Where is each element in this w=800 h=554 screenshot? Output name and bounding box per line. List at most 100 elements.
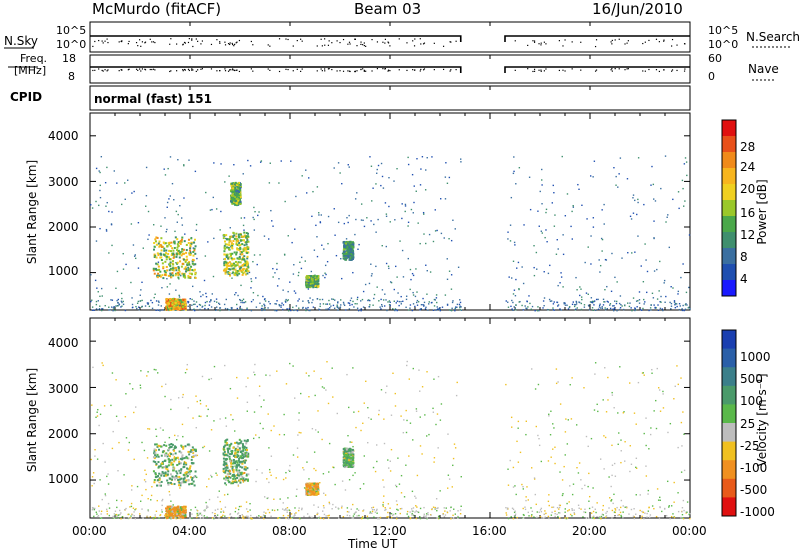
echo-region-cell [167, 483, 170, 486]
echo-dot [300, 392, 302, 395]
echo-dot [166, 201, 169, 204]
echo-region-cell [175, 269, 178, 272]
ground-scatter-dot [552, 303, 555, 305]
ground-scatter-dot [95, 308, 98, 310]
ground-scatter-dot [581, 298, 583, 301]
echo-dot [107, 502, 110, 505]
echo-dot [324, 264, 327, 267]
ground-scatter-dot [541, 516, 543, 519]
ground-scatter-dot [319, 305, 321, 308]
nave-dot [389, 70, 391, 72]
echo-region-cell [238, 202, 241, 205]
echo-dot [260, 307, 263, 310]
echo-dot [405, 464, 407, 466]
echo-dot [172, 504, 174, 506]
echo-region-cell [170, 453, 173, 456]
echo-region-cell [310, 275, 313, 278]
echo-region-cell [225, 261, 228, 264]
echo-dot [170, 500, 172, 502]
echo-dot [383, 486, 385, 488]
echo-region-cell [230, 200, 233, 203]
echo-dot [656, 268, 658, 271]
nave-dot [671, 70, 673, 72]
echo-region-cell [172, 269, 175, 272]
echo-region-cell [193, 484, 196, 487]
echo-dot [198, 415, 200, 417]
echo-dot [106, 475, 108, 478]
echo-region-cell [169, 303, 172, 306]
echo-dot [539, 190, 541, 193]
echo-region-cell [155, 476, 158, 479]
ground-scatter-dot [416, 299, 419, 302]
echo-dot [313, 467, 315, 470]
echo-dot [647, 493, 649, 495]
echo-dot [196, 516, 198, 519]
echo-region-cell [176, 299, 179, 302]
ground-scatter-dot [150, 299, 152, 302]
nsearch-dot [287, 38, 289, 41]
ground-scatter-dot [372, 506, 375, 509]
nsearch-dot [118, 41, 120, 43]
echo-region-cell [154, 472, 157, 475]
echo-region-cell [183, 258, 186, 261]
echo-region-cell [234, 186, 237, 189]
nsearch-dot [121, 40, 123, 42]
echo-dot [356, 296, 359, 299]
echo-region-cell [190, 449, 193, 452]
echo-dot [555, 368, 558, 370]
echo-dot [359, 487, 362, 490]
echo-dot [394, 309, 396, 312]
echo-dot [267, 413, 269, 415]
ground-scatter-dot [354, 512, 356, 514]
ground-scatter-dot [593, 300, 596, 302]
nsearch-dot [233, 45, 235, 47]
ground-scatter-dot [630, 307, 632, 309]
echo-dot [287, 514, 289, 517]
echo-region-cell [246, 245, 249, 248]
echo-dot [573, 509, 575, 511]
echo-dot [143, 449, 146, 452]
echo-region-cell [167, 470, 170, 473]
echo-region-cell [232, 271, 235, 274]
ground-scatter-dot [205, 507, 208, 509]
ground-scatter-dot [228, 309, 231, 311]
echo-region-cell [155, 243, 158, 246]
echo-dot [246, 410, 249, 412]
echo-dot [171, 182, 174, 185]
ground-scatter-dot [336, 305, 338, 308]
nsearch-dot [231, 42, 233, 45]
echo-dot [308, 478, 310, 480]
echo-dot [517, 427, 519, 429]
echo-region-cell [159, 256, 162, 259]
ground-scatter-dot [267, 307, 269, 309]
echo-region-cell [156, 453, 159, 456]
echo-dot [99, 479, 101, 481]
echo-region-cell [178, 268, 181, 271]
echo-dot [380, 162, 383, 165]
echo-dot [161, 504, 163, 507]
ground-scatter-dot [378, 300, 380, 302]
ground-scatter-dot [113, 513, 116, 515]
nave-dot [227, 70, 230, 72]
ground-scatter-dot [320, 517, 322, 519]
echo-region-cell [312, 286, 315, 289]
echo-dot [651, 292, 654, 295]
echo-dot [92, 472, 95, 474]
ground-scatter-dot [533, 516, 535, 518]
echo-dot [284, 300, 287, 302]
echo-region-cell [242, 267, 245, 270]
nsearch-dot [301, 40, 303, 42]
echo-dot [683, 163, 686, 165]
echo-dot [611, 391, 613, 394]
ground-scatter-dot [400, 300, 402, 303]
echo-dot [641, 515, 643, 518]
nave-dot [94, 69, 96, 71]
echo-dot [227, 493, 229, 496]
echo-dot [161, 498, 164, 501]
echo-dot [548, 415, 550, 417]
echo-dot [332, 466, 334, 468]
echo-dot [672, 287, 674, 289]
echo-region-cell [173, 449, 176, 452]
echo-dot [144, 480, 147, 483]
ground-scatter-dot [116, 515, 118, 517]
